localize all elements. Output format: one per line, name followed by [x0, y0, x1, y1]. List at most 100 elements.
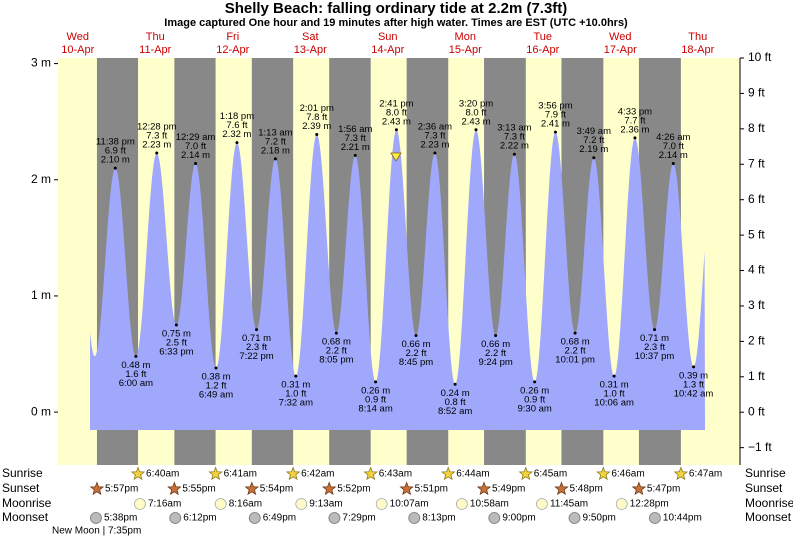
row-time: 9:13am: [309, 499, 342, 510]
tide-point: [134, 354, 138, 358]
sunset-icon: [631, 481, 647, 496]
y2-tick-label: 3 ft: [748, 298, 765, 312]
tide-point: [453, 382, 457, 386]
row-time: 6:42am: [301, 469, 334, 480]
tide-label: 0.71 m: [242, 333, 271, 344]
tide-label: 6:00 am: [119, 378, 153, 389]
row-label-right: Moonset: [745, 510, 792, 524]
tide-label: 7.3 ft: [345, 133, 366, 144]
tide-label: 2.3 ft: [246, 342, 267, 353]
tide-label: 10:42 am: [674, 388, 714, 399]
tide-label: 2.18 m: [261, 145, 290, 156]
tide-point: [414, 333, 418, 337]
tide-point: [474, 128, 478, 132]
row-label-right: Sunrise: [745, 466, 786, 480]
moonset-icon: [90, 512, 102, 524]
row-time: 6:46am: [611, 469, 644, 480]
row-label: Sunrise: [2, 466, 43, 480]
row-time: 6:43am: [379, 469, 412, 480]
tide-label: 6:33 pm: [159, 347, 193, 358]
tide-point: [214, 366, 218, 370]
current-tide-marker: [390, 152, 402, 162]
tide-label: 2:41 pm: [379, 98, 413, 109]
moonset-icon: [568, 512, 581, 524]
tide-point: [692, 365, 696, 369]
tide-label: 3:13 am: [497, 123, 531, 134]
row-time: 11:45am: [550, 499, 588, 510]
y2-tick-label: 1 ft: [748, 369, 765, 383]
tide-label: 2.22 m: [500, 141, 529, 152]
tide-label: 2:01 pm: [300, 103, 334, 114]
row-time: 6:12pm: [183, 513, 216, 524]
sunrise-icon: [596, 466, 611, 481]
row-label: Sunset: [2, 481, 40, 495]
row-time: 5:57pm: [105, 484, 138, 495]
moonrise-icon: [456, 498, 468, 510]
tide-label: 2:36 am: [418, 122, 452, 133]
tide-label: 7.0 ft: [185, 141, 206, 152]
tide-label: 0.31 m: [600, 380, 629, 391]
day-date: 15-Apr: [449, 44, 482, 56]
tide-point: [194, 161, 198, 165]
tide-label: 0.39 m: [679, 370, 708, 381]
y2-tick-label: 5 ft: [748, 227, 765, 241]
tide-point: [235, 141, 239, 145]
row-time: 6:49pm: [263, 513, 296, 524]
sunrise-icon: [363, 466, 378, 481]
row-time: 10:44pm: [663, 513, 702, 524]
tide-label: 7:22 pm: [239, 351, 273, 362]
tide-label: 1.2 ft: [205, 381, 226, 392]
tide-label: 0.66 m: [401, 339, 430, 350]
day-date: 18-Apr: [681, 44, 714, 56]
tide-label: 2.2 ft: [485, 348, 506, 359]
y2-tick-label: 2 ft: [748, 334, 765, 348]
day-weekday: Fri: [226, 31, 239, 43]
tide-label: 2.3 ft: [644, 342, 665, 353]
plot: [58, 58, 740, 465]
day-date: 14-Apr: [371, 44, 404, 56]
tide-label: 2.32 m: [222, 129, 251, 140]
row-time: 6:44am: [456, 469, 489, 480]
tide-label: 0.24 m: [441, 388, 470, 399]
y2-tick-label: 8 ft: [748, 121, 765, 135]
tide-point: [671, 161, 675, 165]
row-label: Moonrise: [2, 496, 52, 510]
tide-label: 0.9 ft: [365, 394, 386, 405]
tide-label: 2.43 m: [382, 116, 411, 127]
day-date: 11-Apr: [139, 44, 172, 56]
tide-label: 7.6 ft: [226, 120, 247, 131]
tide-label: 2.41 m: [541, 119, 570, 130]
row-time: 9:50pm: [583, 513, 616, 524]
water: [90, 129, 705, 430]
tide-point: [374, 380, 378, 384]
tide-label: 2.23 m: [420, 140, 449, 151]
row-time: 5:49pm: [492, 484, 525, 495]
tide-label: 0.68 m: [561, 337, 590, 348]
tide-label: 2.43 m: [461, 116, 490, 127]
sunset-icon: [476, 481, 492, 496]
tide-point: [334, 331, 338, 335]
y2-tick-label: 0 ft: [748, 404, 765, 418]
tide-label: 2.10 m: [101, 155, 130, 166]
day-date: 16-Apr: [526, 44, 559, 56]
moonset-icon: [488, 512, 501, 524]
day-weekday: Wed: [67, 31, 89, 43]
tide-label: 7.3 ft: [146, 131, 167, 142]
tide-label: 0.9 ft: [524, 394, 545, 405]
row-time: 6:45am: [534, 469, 567, 480]
tide-label: 11:38 pm: [96, 137, 135, 148]
y2-tick-label: 9 ft: [748, 86, 765, 100]
row-time: 8:16am: [229, 499, 262, 510]
tide-label: 3:20 pm: [459, 98, 493, 109]
moonrise-icon: [375, 498, 388, 510]
tide-label: 6.9 ft: [105, 146, 126, 157]
sunrise-icon: [130, 466, 146, 481]
tide-label: 2.2 ft: [326, 346, 347, 357]
moonset-icon: [408, 512, 421, 524]
row-time: 5:48pm: [569, 484, 602, 495]
tide-label: 7.3 ft: [424, 131, 445, 142]
row-time: 5:55pm: [182, 484, 215, 495]
tide-label: 1.0 ft: [285, 389, 306, 400]
tide-label: 4:26 am: [656, 132, 690, 143]
row-time: 5:52pm: [337, 484, 370, 495]
